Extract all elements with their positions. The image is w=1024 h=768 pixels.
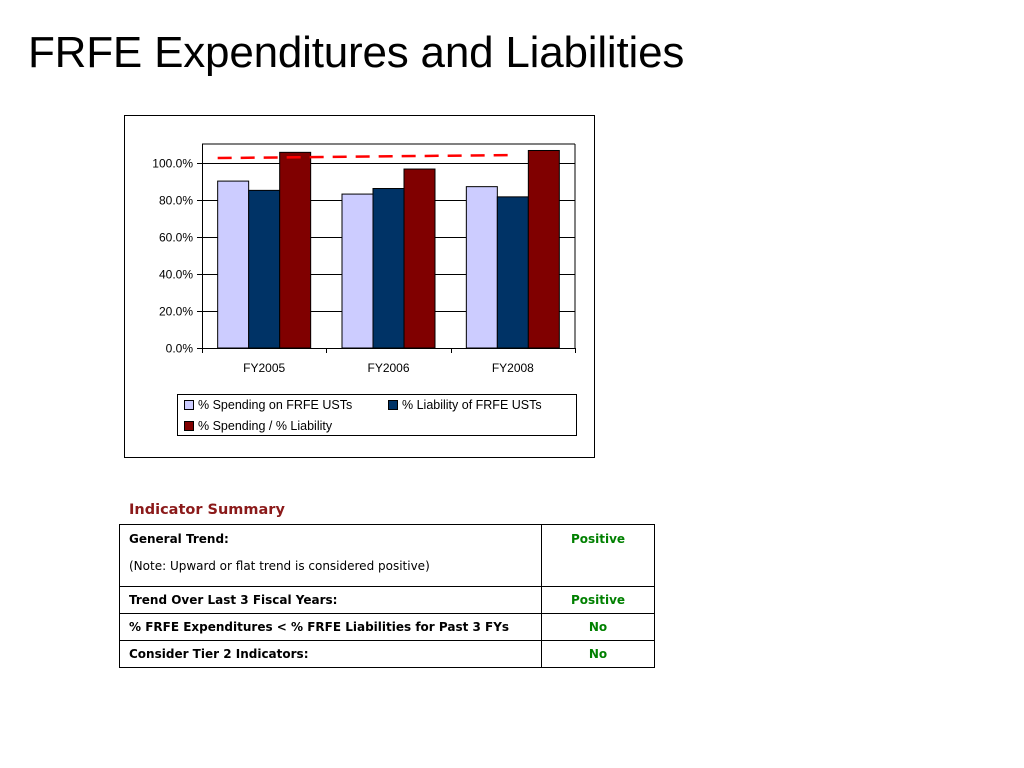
- row-label: Trend Over Last 3 Fiscal Years:: [119, 586, 542, 614]
- legend-item-liability: % Liability of FRFE USTs: [388, 398, 542, 412]
- legend-label-ratio: % Spending / % Liability: [198, 419, 333, 433]
- x-category-label: FY2008: [492, 361, 534, 375]
- bar-liability: [496, 196, 529, 349]
- y-tick-label: 60.0%: [159, 231, 193, 245]
- chart-frame: 0.0% 20.0% 40.0% 60.0% 80.0% 100.0% FY2005 FY20…: [124, 115, 595, 458]
- reference-line: [217, 153, 513, 160]
- bar-spending: [217, 180, 250, 349]
- row-label: General Trend: (Note: Upward or flat tre…: [119, 524, 542, 587]
- legend-swatch-liability: [388, 399, 398, 410]
- x-category-label: FY2005: [243, 361, 285, 375]
- row-label: % FRFE Expenditures < % FRFE Liabilities…: [119, 613, 542, 641]
- row-value: No: [541, 613, 655, 641]
- y-tick-label: 20.0%: [159, 305, 193, 319]
- bar-chart: 0.0% 20.0% 40.0% 60.0% 80.0% 100.0% FY2005 FY20…: [152, 143, 576, 376]
- slide-title: FRFE Expenditures and Liabilities: [28, 28, 685, 77]
- bar-ratio: [279, 151, 312, 349]
- y-tick-label: 100.0%: [152, 157, 193, 171]
- table-row: Trend Over Last 3 Fiscal Years: Positive: [119, 586, 655, 614]
- y-tick-label: 0.0%: [166, 342, 194, 356]
- x-category-label: FY2006: [367, 361, 409, 375]
- row-value: Positive: [541, 586, 655, 614]
- bar-ratio: [403, 168, 436, 349]
- legend-swatch-ratio: [184, 420, 194, 431]
- table-row: General Trend: (Note: Upward or flat tre…: [119, 524, 655, 587]
- axes: [197, 143, 576, 353]
- axis-labels: 0.0% 20.0% 40.0% 60.0% 80.0% 100.0% FY2005 FY20…: [152, 157, 534, 376]
- table-row: % FRFE Expenditures < % FRFE Liabilities…: [119, 613, 655, 641]
- row-value: Positive: [541, 524, 655, 587]
- bar-spending: [341, 193, 374, 349]
- bar-liability: [248, 189, 281, 349]
- indicator-summary-table: General Trend: (Note: Upward or flat tre…: [119, 524, 655, 668]
- row-note: (Note: Upward or flat trend is considere…: [129, 559, 430, 573]
- reference-dashed-line: [217, 153, 513, 160]
- y-tick-label: 40.0%: [159, 268, 193, 282]
- bar-ratio: [527, 149, 560, 349]
- bar-spending: [465, 186, 498, 349]
- legend-item-ratio: % Spending / % Liability: [184, 419, 332, 433]
- legend-item-spending: % Spending on FRFE USTs: [184, 398, 352, 412]
- chart-legend: % Spending on FRFE USTs % Liability of F…: [177, 394, 577, 436]
- legend-label-spending: % Spending on FRFE USTs: [198, 398, 353, 412]
- row-value: No: [541, 640, 655, 668]
- summary-heading: Indicator Summary: [129, 502, 285, 518]
- table-row: Consider Tier 2 Indicators: No: [119, 640, 655, 668]
- bar-liability: [372, 188, 405, 349]
- row-label: Consider Tier 2 Indicators:: [119, 640, 542, 668]
- legend-label-liability: % Liability of FRFE USTs: [402, 398, 542, 412]
- bars: [217, 149, 560, 349]
- y-tick-label: 80.0%: [159, 194, 193, 208]
- legend-swatch-spending: [184, 399, 194, 410]
- row-label-text: General Trend:: [129, 532, 229, 546]
